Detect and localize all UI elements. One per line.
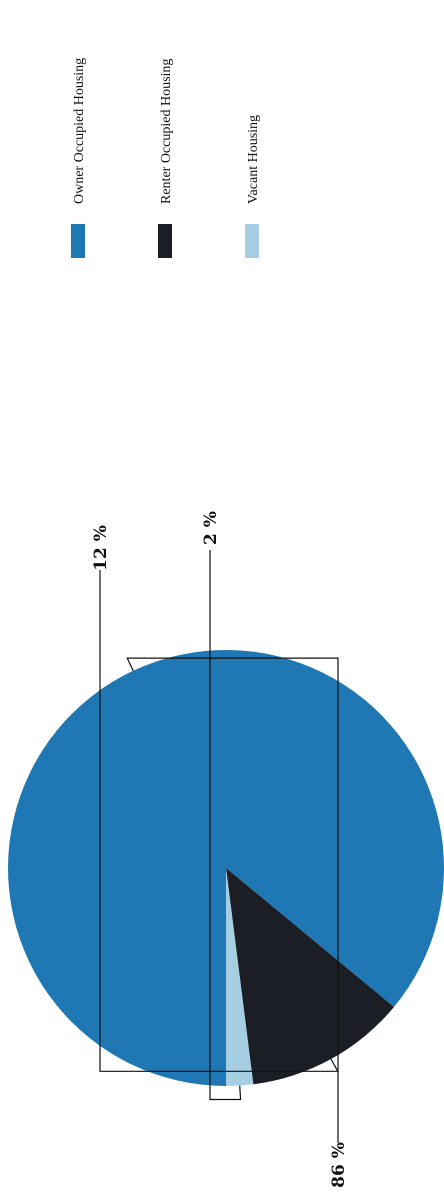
leader-lines [99,550,339,1143]
legend-item-vacant-housing: Vacant Housing [245,115,261,258]
leader-line-owner-occupied-housing [126,657,339,1143]
legend-label-vacant-housing: Vacant Housing [246,115,261,204]
leader-line-vacant-housing [209,550,242,1101]
legend-swatch-owner-occupied-housing [71,224,85,258]
legend-item-owner-occupied-housing: Owner Occupied Housing [71,58,87,258]
percent-label-vacant-housing: 2 % [201,511,221,545]
pie-slice-vacant-housing [226,868,254,1086]
legend-swatch-renter-occupied-housing [158,224,172,258]
percent-labels: 86 % 12 % 2 % [91,511,349,1188]
pie-slice-owner-occupied-housing [7,650,444,1086]
legend-label-renter-occupied-housing: Renter Occupied Housing [159,59,174,204]
leader-line-renter-occupied-housing [99,570,339,1072]
legend-item-renter-occupied-housing: Renter Occupied Housing [158,59,174,258]
percent-label-owner-occupied-housing: 86 % [329,1142,349,1188]
pie-slice-renter-occupied-housing [226,868,394,1085]
legend-label-owner-occupied-housing: Owner Occupied Housing [72,58,87,204]
percent-label-renter-occupied-housing: 12 % [91,525,111,571]
legend: Owner Occupied Housing Renter Occupied Ho… [71,58,261,258]
pie-slices [7,650,444,1086]
legend-swatch-vacant-housing [245,224,259,258]
